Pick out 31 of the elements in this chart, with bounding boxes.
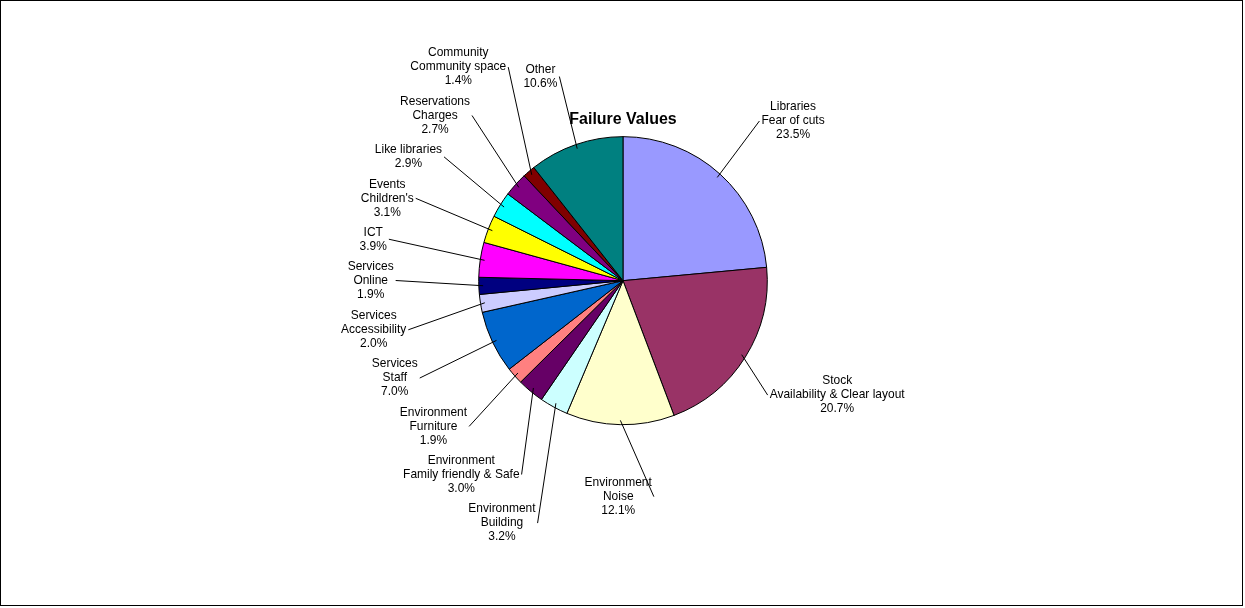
data-label: 3.1% bbox=[373, 204, 402, 219]
data-label: 20.7% bbox=[820, 401, 855, 416]
text: Failure Values bbox=[569, 109, 677, 127]
slice-label: Environment Noise bbox=[584, 475, 653, 503]
slice-label: Services Online bbox=[347, 258, 394, 287]
data-label: 1.9% bbox=[357, 286, 385, 301]
slice-label: Community Community space bbox=[410, 45, 507, 74]
data-label: 1.9% bbox=[419, 432, 448, 447]
data-label: 1.4% bbox=[444, 73, 473, 88]
slice-label: Reservations Charges bbox=[400, 93, 471, 122]
data-label: 2.7% bbox=[421, 121, 450, 136]
slice-label: Events Children's bbox=[360, 176, 414, 205]
slice-label: Other bbox=[525, 61, 556, 76]
data-label: 2.0% bbox=[360, 336, 388, 351]
slice-label: Like libraries bbox=[374, 142, 443, 157]
data-label: 7.0% bbox=[381, 384, 409, 399]
slice-label: Libraries Fear of cuts bbox=[761, 99, 825, 128]
data-label: 12.1% bbox=[601, 502, 636, 517]
data-label: 3.2% bbox=[488, 529, 516, 544]
data-label: 2.9% bbox=[394, 156, 423, 171]
data-label: 10.6% bbox=[523, 75, 558, 90]
slice-label: Environment Furniture bbox=[399, 404, 468, 433]
slice-label: Services Accessibility bbox=[341, 308, 407, 337]
data-label: 23.5% bbox=[776, 127, 811, 142]
data-label: 3.9% bbox=[359, 238, 388, 253]
slice-label: ICT bbox=[363, 224, 384, 239]
slice-label: Stock Availability & Clear layout bbox=[769, 373, 906, 402]
data-label: 3.0% bbox=[447, 480, 476, 495]
slice-label: Services Staff bbox=[371, 356, 418, 385]
slice-label: Environment Family friendly & Safe bbox=[403, 452, 520, 481]
slice-label: Environment Building bbox=[468, 501, 537, 530]
